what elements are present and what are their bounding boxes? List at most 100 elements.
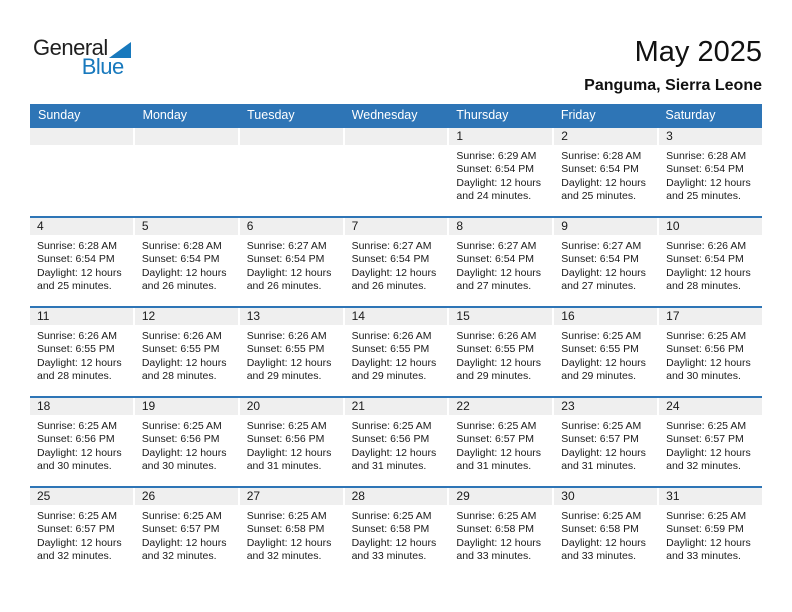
day-cell: 26 Sunrise: 6:25 AM Sunset: 6:57 PM Dayligh… [134, 488, 238, 576]
page-title: May 2025 [634, 36, 762, 68]
sunset-text: Sunset: 6:55 PM [561, 343, 639, 356]
day-cell: 18 Sunrise: 6:25 AM Sunset: 6:56 PM Dayligh… [30, 398, 133, 486]
weekday-header-wednesday: Wednesday [351, 108, 418, 122]
calendar-week-row: 25 Sunrise: 6:25 AM Sunset: 6:57 PM Dayligh… [30, 486, 762, 576]
day-info: Sunrise: 6:28 AM Sunset: 6:54 PM Daylight:… [30, 235, 133, 294]
daylight-text-line2: and 31 minutes. [351, 460, 427, 473]
day-number-band: 22 [449, 398, 553, 415]
daylight-text-line2: and 33 minutes. [666, 550, 741, 563]
day-number-band: 21 [344, 398, 448, 415]
empty-day-cell [344, 128, 448, 216]
day-cell: 4 Sunrise: 6:28 AM Sunset: 6:54 PM Daylight… [30, 218, 133, 306]
day-number: 13 [246, 309, 261, 323]
day-number-band: 29 [449, 488, 553, 505]
day-number: 27 [246, 489, 261, 503]
day-cell: 12 Sunrise: 6:26 AM Sunset: 6:55 PM Dayligh… [134, 308, 238, 396]
sunset-text: Sunset: 6:56 PM [141, 433, 220, 446]
calendar-week-row: 4 Sunrise: 6:28 AM Sunset: 6:54 PM Daylight… [30, 216, 762, 306]
day-cell: 8 Sunrise: 6:27 AM Sunset: 6:54 PM Daylight… [449, 218, 553, 306]
daylight-text-line2: and 28 minutes. [141, 370, 217, 383]
day-number-band: 15 [449, 308, 553, 325]
sunrise-text: Sunrise: 6:25 AM [456, 510, 537, 522]
day-number: 18 [37, 399, 51, 413]
sunset-text: Sunset: 6:54 PM [561, 253, 639, 266]
day-cell: 30 Sunrise: 6:25 AM Sunset: 6:58 PM Dayligh… [554, 488, 658, 576]
sunset-text: Sunset: 6:55 PM [141, 343, 220, 356]
day-cell: 31 Sunrise: 6:25 AM Sunset: 6:59 PM Dayligh… [659, 488, 762, 576]
day-number: 20 [246, 399, 261, 413]
sunrise-text: Sunrise: 6:25 AM [561, 420, 642, 432]
day-number: 3 [666, 129, 673, 143]
sunset-text: Sunset: 6:58 PM [246, 523, 325, 536]
day-info: Sunrise: 6:25 AM Sunset: 6:57 PM Daylight:… [659, 415, 762, 474]
weeks-container: 1 Sunrise: 6:29 AM Sunset: 6:54 PM Daylight… [30, 126, 762, 576]
sunrise-text: Sunrise: 6:26 AM [141, 330, 222, 342]
day-info: Sunrise: 6:25 AM Sunset: 6:57 PM Daylight:… [135, 505, 238, 564]
sunrise-text: Sunrise: 6:26 AM [666, 240, 747, 252]
weekday-header-sunday: Sunday [38, 108, 81, 122]
sunset-text: Sunset: 6:54 PM [37, 253, 115, 266]
day-number: 1 [456, 129, 464, 143]
sunrise-text: Sunrise: 6:27 AM [456, 240, 537, 252]
daylight-text-line2: and 27 minutes. [456, 280, 532, 293]
day-cell: 27 Sunrise: 6:25 AM Sunset: 6:58 PM Dayligh… [239, 488, 343, 576]
day-info: Sunrise: 6:25 AM Sunset: 6:56 PM Daylight:… [135, 415, 238, 474]
sunset-text: Sunset: 6:54 PM [666, 163, 744, 176]
day-number-band [344, 128, 448, 145]
daylight-text-line1: Daylight: 12 hours [456, 536, 542, 549]
day-cell: 29 Sunrise: 6:25 AM Sunset: 6:58 PM Dayligh… [449, 488, 553, 576]
sunrise-text: Sunrise: 6:25 AM [37, 420, 117, 432]
day-cell: 28 Sunrise: 6:25 AM Sunset: 6:58 PM Dayligh… [344, 488, 448, 576]
day-number-band: 24 [659, 398, 762, 415]
daylight-text-line2: and 29 minutes. [246, 370, 322, 383]
day-number: 17 [666, 309, 680, 323]
daylight-text-line1: Daylight: 12 hours [351, 446, 437, 459]
day-number: 6 [246, 219, 254, 233]
sunrise-text: Sunrise: 6:27 AM [561, 240, 642, 252]
day-number-band: 9 [554, 218, 658, 235]
daylight-text-line2: and 28 minutes. [666, 280, 741, 293]
daylight-text-line2: and 32 minutes. [141, 550, 217, 563]
sunset-text: Sunset: 6:55 PM [351, 343, 430, 356]
day-number: 30 [561, 489, 575, 503]
sunset-text: Sunset: 6:58 PM [351, 523, 430, 536]
sunset-text: Sunset: 6:54 PM [561, 163, 639, 176]
day-number-band: 18 [30, 398, 133, 415]
day-number: 16 [561, 309, 575, 323]
page-subtitle: Panguma, Sierra Leone [584, 77, 762, 94]
day-info: Sunrise: 6:27 AM Sunset: 6:54 PM Daylight:… [345, 235, 448, 294]
day-cell: 21 Sunrise: 6:25 AM Sunset: 6:56 PM Dayligh… [344, 398, 448, 486]
day-info: Sunrise: 6:25 AM Sunset: 6:57 PM Daylight:… [449, 415, 552, 474]
daylight-text-line1: Daylight: 12 hours [141, 266, 227, 279]
calendar-week-row: 11 Sunrise: 6:26 AM Sunset: 6:55 PM Dayligh… [30, 306, 762, 396]
calendar-week-row: 18 Sunrise: 6:25 AM Sunset: 6:56 PM Dayligh… [30, 396, 762, 486]
logo-text-general: General [33, 35, 108, 60]
day-number-band: 4 [30, 218, 133, 235]
weekday-header-thursday: Thursday [456, 108, 509, 122]
sunset-text: Sunset: 6:57 PM [141, 523, 220, 536]
day-info: Sunrise: 6:27 AM Sunset: 6:54 PM Daylight:… [240, 235, 343, 294]
day-number: 26 [141, 489, 156, 503]
day-info: Sunrise: 6:28 AM Sunset: 6:54 PM Daylight:… [135, 235, 238, 294]
day-number: 29 [456, 489, 470, 503]
logo-triangle-icon [108, 42, 131, 58]
daylight-text-line2: and 25 minutes. [37, 280, 112, 293]
day-cell: 19 Sunrise: 6:25 AM Sunset: 6:56 PM Dayligh… [134, 398, 238, 486]
day-number: 11 [37, 309, 50, 323]
day-number: 22 [456, 399, 470, 413]
day-number-band [239, 128, 343, 145]
day-number-band: 20 [239, 398, 343, 415]
day-info: Sunrise: 6:28 AM Sunset: 6:54 PM Daylight:… [554, 145, 657, 204]
day-number-band: 31 [659, 488, 762, 505]
daylight-text-line1: Daylight: 12 hours [351, 356, 437, 369]
day-info: Sunrise: 6:25 AM Sunset: 6:58 PM Daylight:… [240, 505, 343, 564]
day-number-band: 27 [239, 488, 343, 505]
day-number-band: 10 [659, 218, 762, 235]
day-cell: 1 Sunrise: 6:29 AM Sunset: 6:54 PM Daylight… [449, 128, 553, 216]
daylight-text-line1: Daylight: 12 hours [141, 446, 227, 459]
day-info: Sunrise: 6:25 AM Sunset: 6:58 PM Daylight:… [345, 505, 448, 564]
daylight-text-line1: Daylight: 12 hours [246, 536, 332, 549]
sunrise-text: Sunrise: 6:25 AM [456, 420, 537, 432]
day-cell: 3 Sunrise: 6:28 AM Sunset: 6:54 PM Daylight… [659, 128, 762, 216]
calendar-week-row: 1 Sunrise: 6:29 AM Sunset: 6:54 PM Daylight… [30, 126, 762, 216]
